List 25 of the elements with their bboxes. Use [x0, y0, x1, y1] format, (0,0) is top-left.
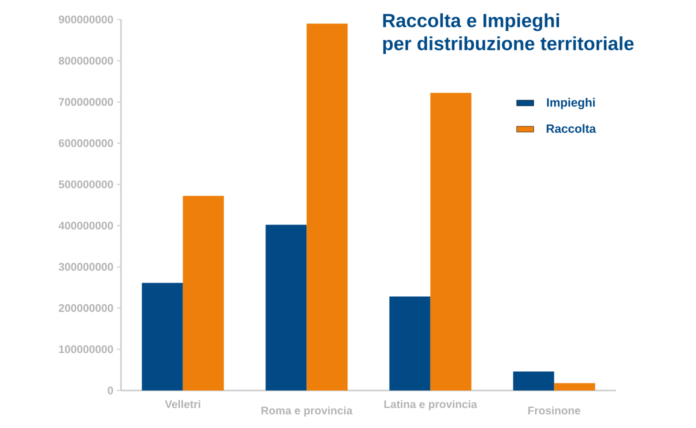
- x-tick-label: Velletri: [164, 400, 200, 408]
- bar: [389, 296, 430, 390]
- legend-label: Raccolta: [546, 124, 596, 133]
- x-tick-label: Latina e provincia: [384, 400, 478, 410]
- bar: [306, 24, 348, 390]
- y-tick-label: 900000000: [58, 16, 114, 24]
- bar: [142, 282, 183, 390]
- y-tick-label: 100000000: [59, 345, 114, 354]
- chart-title: Raccolta e Impieghi per distribuzione territoriale: [383, 13, 634, 54]
- bar: [554, 383, 596, 390]
- bar: [513, 372, 554, 390]
- y-tick-label: 400000000: [58, 222, 114, 230]
- bar: [182, 196, 224, 390]
- y-tick-label: 200000000: [58, 304, 114, 312]
- legend-label: Impieghi: [547, 98, 595, 110]
- bar: [430, 92, 472, 390]
- x-tick-label: Roma e provincia: [262, 406, 353, 417]
- y-tick-label: 0: [108, 386, 114, 394]
- y-tick-label: 300000000: [58, 262, 114, 271]
- y-tick-label: 600000000: [58, 139, 114, 148]
- bar: [266, 224, 307, 390]
- y-tick-label: 500000000: [58, 180, 114, 188]
- x-tick-label: Frosinone: [528, 406, 580, 414]
- y-tick-label: 700000000: [58, 98, 114, 106]
- y-tick-label: 800000000: [58, 56, 114, 65]
